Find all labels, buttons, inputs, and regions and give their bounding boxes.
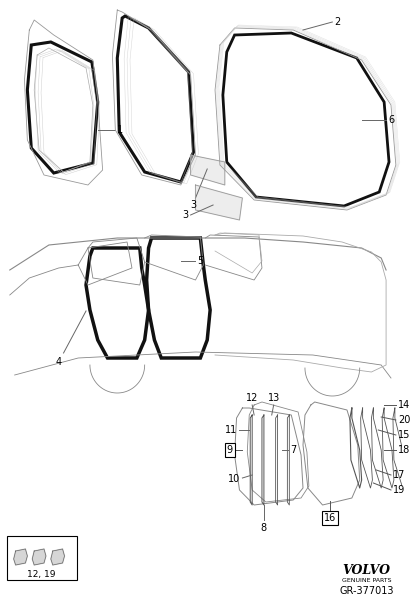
Polygon shape [191, 155, 225, 185]
Text: 2: 2 [334, 17, 341, 27]
Text: 10: 10 [228, 474, 240, 484]
FancyBboxPatch shape [7, 536, 77, 580]
Text: 3: 3 [182, 210, 189, 220]
Text: 5: 5 [197, 256, 204, 266]
Text: 4: 4 [55, 357, 62, 367]
Text: 1: 1 [117, 125, 123, 135]
Text: VOLVO: VOLVO [342, 564, 390, 578]
Polygon shape [14, 549, 28, 565]
Text: 16: 16 [324, 513, 337, 523]
Text: 14: 14 [398, 400, 410, 410]
Text: 3: 3 [190, 200, 196, 210]
Text: GENUINE PARTS: GENUINE PARTS [342, 579, 391, 584]
Text: 13: 13 [268, 393, 280, 403]
Text: 11: 11 [225, 425, 238, 435]
Polygon shape [51, 549, 65, 565]
Text: 12, 19: 12, 19 [27, 570, 55, 579]
Text: 18: 18 [398, 445, 410, 455]
Text: 8: 8 [261, 523, 267, 533]
Polygon shape [32, 549, 46, 565]
Text: 6: 6 [388, 115, 394, 125]
Polygon shape [196, 185, 242, 220]
Text: 19: 19 [393, 485, 405, 495]
Text: 12: 12 [246, 393, 259, 403]
Text: GR-377013: GR-377013 [339, 586, 394, 596]
Text: 9: 9 [226, 445, 233, 455]
Text: 17: 17 [393, 470, 405, 480]
Text: 20: 20 [398, 415, 410, 425]
Text: 15: 15 [398, 430, 410, 440]
Text: 7: 7 [290, 445, 297, 455]
